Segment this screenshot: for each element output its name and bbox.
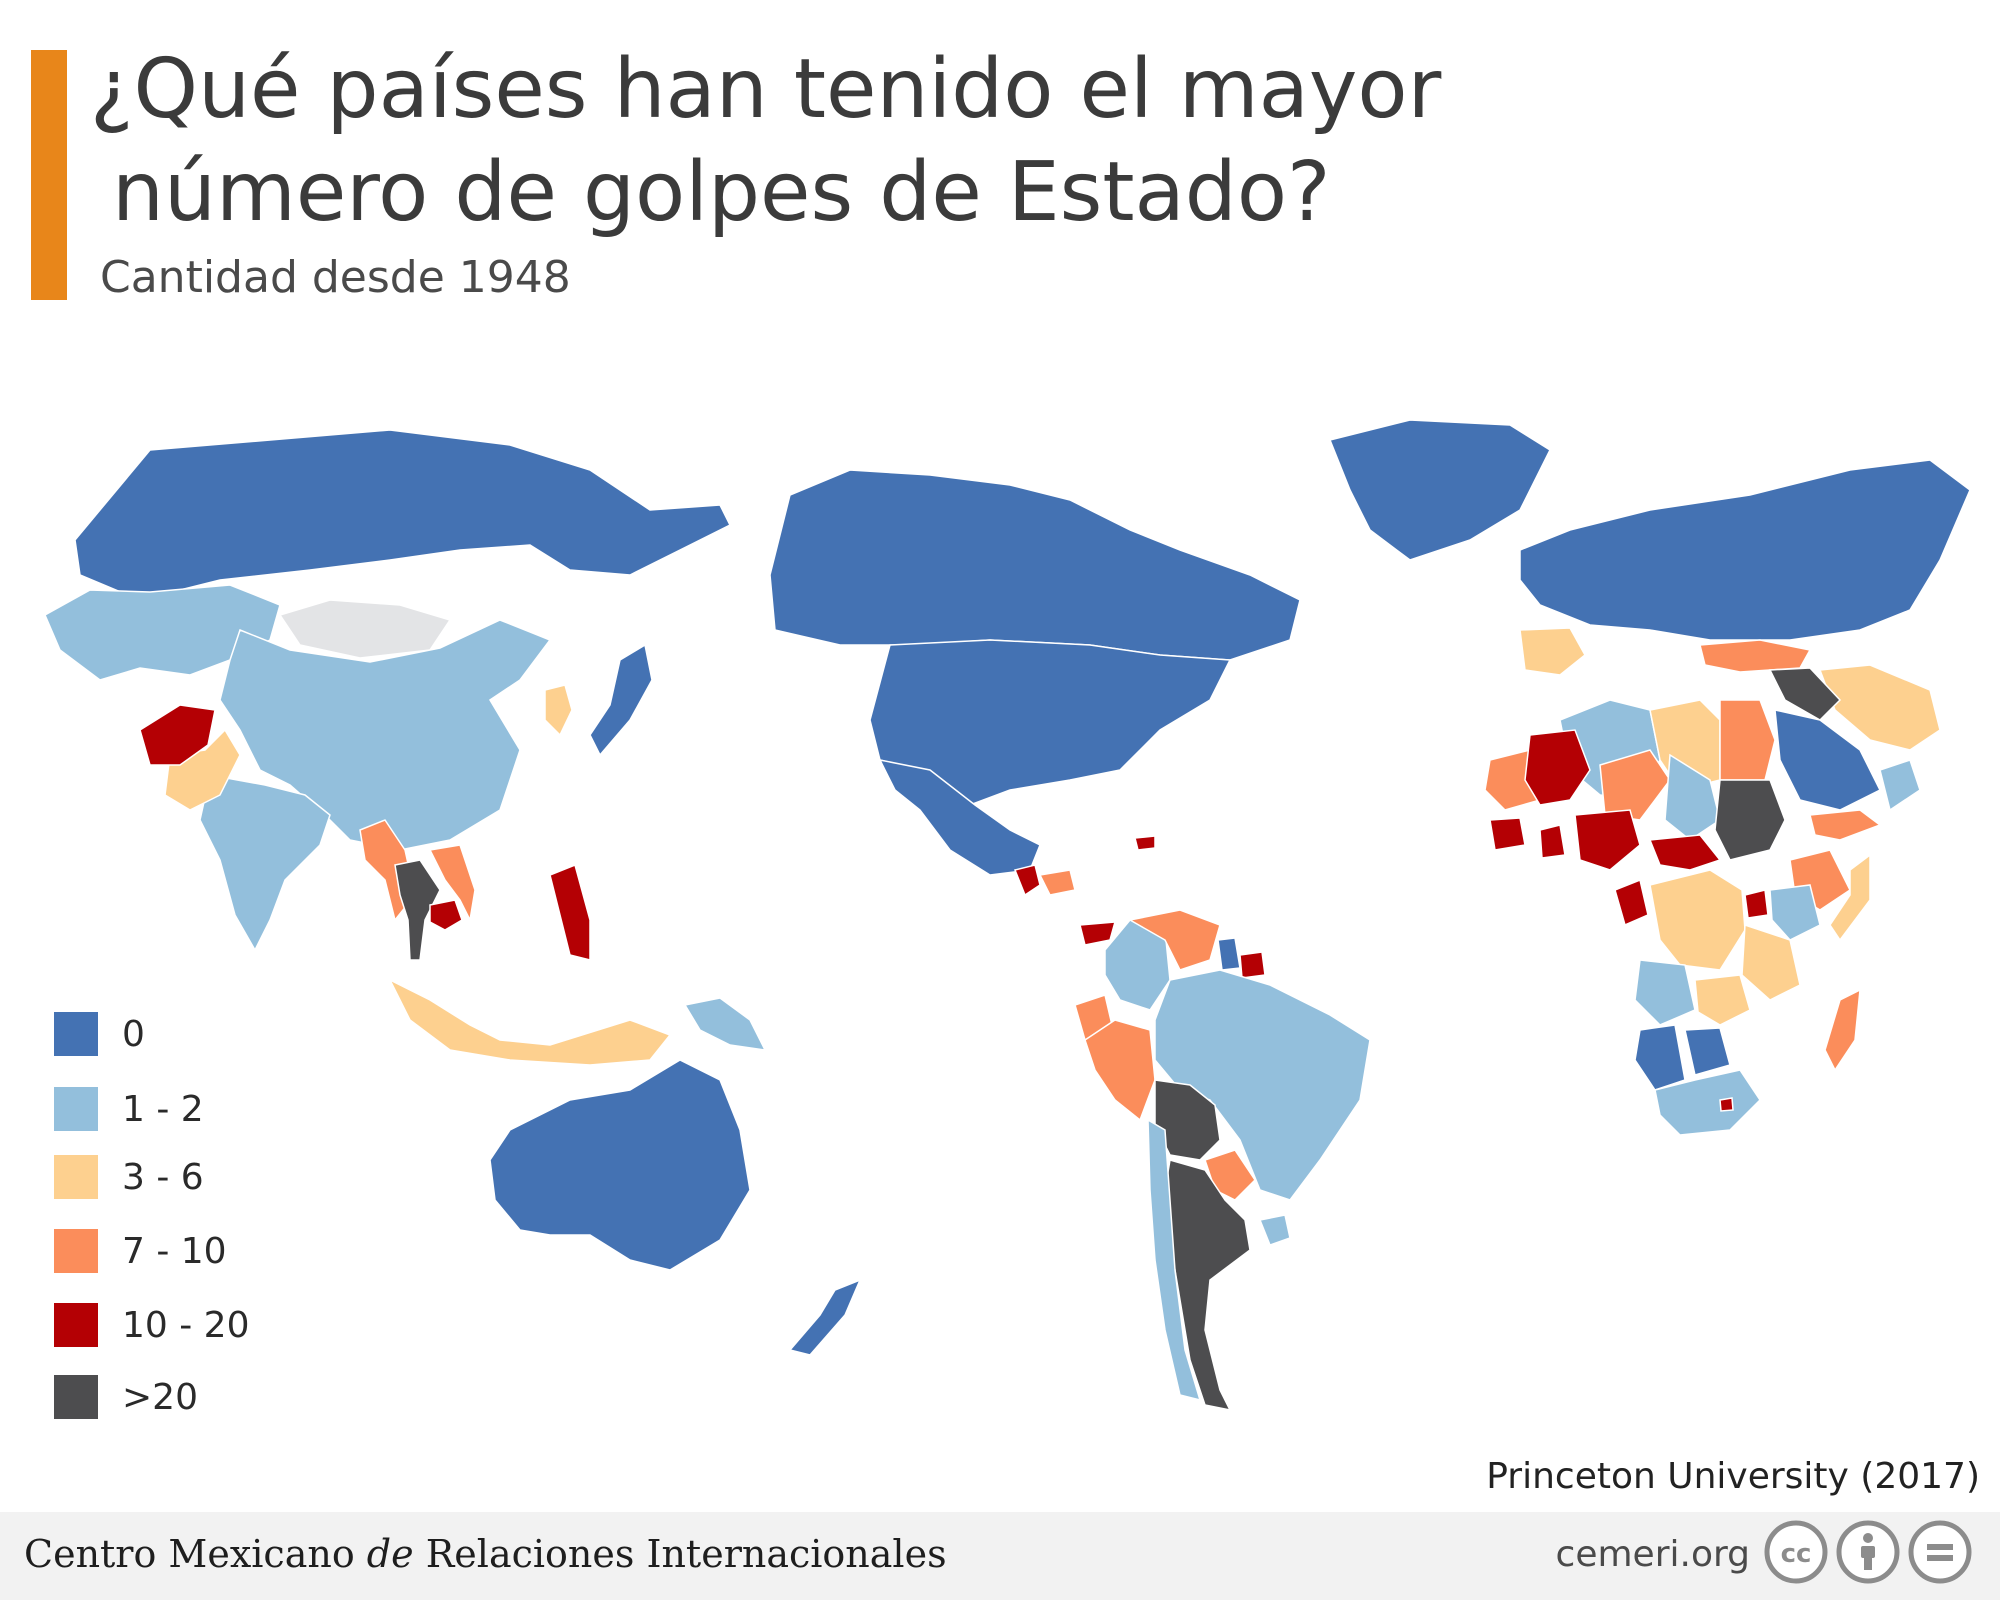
region-angola (1634, 959, 1696, 1026)
region-russia-north-asia (74, 429, 732, 601)
region-new-zealand (788, 1278, 862, 1356)
legend-item-10-20: 10 - 20 (54, 1303, 314, 1351)
region-suriname (1239, 951, 1266, 979)
region-saudi-arabia (1774, 709, 1882, 811)
region-chile (1147, 1118, 1202, 1402)
source-credit: Princeton University (2017) (1486, 1456, 1980, 1497)
legend-label: 7 - 10 (122, 1231, 227, 1272)
region-china (219, 619, 552, 851)
org-name: Centro Mexicano de Relaciones Internacio… (24, 1532, 947, 1576)
svg-text:cc: cc (1781, 1539, 1812, 1569)
region-korea (544, 684, 573, 737)
region-chad (1664, 753, 1721, 841)
legend-label: 3 - 6 (122, 1157, 204, 1198)
region-turkey (1699, 639, 1812, 673)
region-uruguay (1258, 1214, 1291, 1246)
cc-icon: cc (1764, 1520, 1828, 1584)
region-dr-congo (1649, 869, 1746, 971)
footer: Centro Mexicano de Relaciones Internacio… (0, 1512, 2000, 1600)
page-subtitle: Cantidad desde 1948 (100, 252, 571, 303)
region-peru (1084, 1019, 1156, 1122)
region-madagascar (1824, 988, 1861, 1072)
legend-label: 0 (122, 1014, 145, 1055)
title-line-1: ¿Qué países han tenido el mayor (90, 42, 1442, 137)
org-name-part-2: Relaciones Internacionales (413, 1532, 947, 1576)
region-mali (1524, 729, 1591, 806)
region-ghana (1539, 824, 1566, 859)
region-haiti (1134, 835, 1156, 851)
region-sierra-leone (1489, 817, 1526, 851)
region-somalia (1829, 853, 1871, 942)
legend-swatch (54, 1303, 98, 1347)
region-lesotho (1719, 1097, 1734, 1112)
region-canada (769, 469, 1301, 661)
region-japan (589, 643, 653, 757)
region-philippines (549, 863, 591, 961)
region-central-african-republic (1648, 834, 1722, 871)
page-title: ¿Qué países han tenido el mayor número d… (90, 38, 1690, 244)
region-afghanistan (139, 704, 216, 766)
region-congo (1614, 878, 1649, 927)
region-brazil (1154, 969, 1371, 1201)
by-icon (1836, 1520, 1900, 1584)
region-sudan (1714, 779, 1786, 861)
legend-item-1-2: 1 - 2 (54, 1087, 314, 1135)
region-indonesia (388, 978, 672, 1066)
region-western-europe (1519, 459, 1971, 641)
region-yemen (1809, 809, 1882, 841)
region-south-africa (1654, 1069, 1761, 1136)
title-line-2: número de golpes de Estado? (112, 145, 1331, 240)
region-iran (1818, 664, 1941, 751)
org-name-italic: de (366, 1532, 414, 1576)
region-vietnam (428, 844, 476, 923)
region-cambodia (429, 899, 463, 931)
region-mongolia (278, 599, 452, 659)
legend-item-3-6: 3 - 6 (54, 1155, 314, 1203)
region-pakistan (164, 728, 241, 811)
region-nigeria (1574, 809, 1641, 871)
legend-label: 1 - 2 (122, 1089, 204, 1130)
region-honduras (1038, 869, 1076, 896)
world-map (44, 419, 1971, 1412)
region-papua-new-guinea (683, 997, 767, 1051)
region-kenya (1769, 884, 1821, 941)
region-syria-iraq (1768, 667, 1842, 721)
legend-item-0: 0 (54, 1012, 314, 1060)
legend-swatch (54, 1229, 98, 1273)
legend-swatch (54, 1375, 98, 1419)
region-spain-portugal (1519, 627, 1586, 676)
region-namibia (1634, 1024, 1686, 1091)
site-link[interactable]: cemeri.org (1555, 1534, 1750, 1575)
legend-swatch (54, 1012, 98, 1056)
region-burundi (1744, 889, 1769, 919)
region-zambia (1694, 974, 1751, 1026)
legend-swatch (54, 1087, 98, 1131)
legend-item-over-20: >20 (54, 1375, 314, 1423)
region-egypt (1719, 699, 1776, 781)
region-guatemala (1013, 864, 1041, 897)
region-guyana (1217, 937, 1241, 971)
region-tanzania (1741, 923, 1801, 1001)
region-niger (1599, 749, 1671, 821)
legend-swatch (54, 1155, 98, 1199)
region-oman (1879, 759, 1921, 812)
legend-label: 10 - 20 (122, 1305, 250, 1346)
region-australia (489, 1059, 751, 1271)
legend-label: >20 (122, 1377, 198, 1418)
nd-icon (1908, 1520, 1972, 1584)
region-venezuela (1127, 909, 1221, 971)
accent-bar (31, 50, 67, 300)
region-greenland (1328, 419, 1551, 561)
legend-item-7-10: 7 - 10 (54, 1229, 314, 1277)
region-botswana (1684, 1027, 1731, 1076)
region-panama (1079, 921, 1117, 946)
org-name-part-1: Centro Mexicano (24, 1532, 367, 1576)
region-india (199, 774, 331, 952)
region-thailand (394, 859, 441, 961)
